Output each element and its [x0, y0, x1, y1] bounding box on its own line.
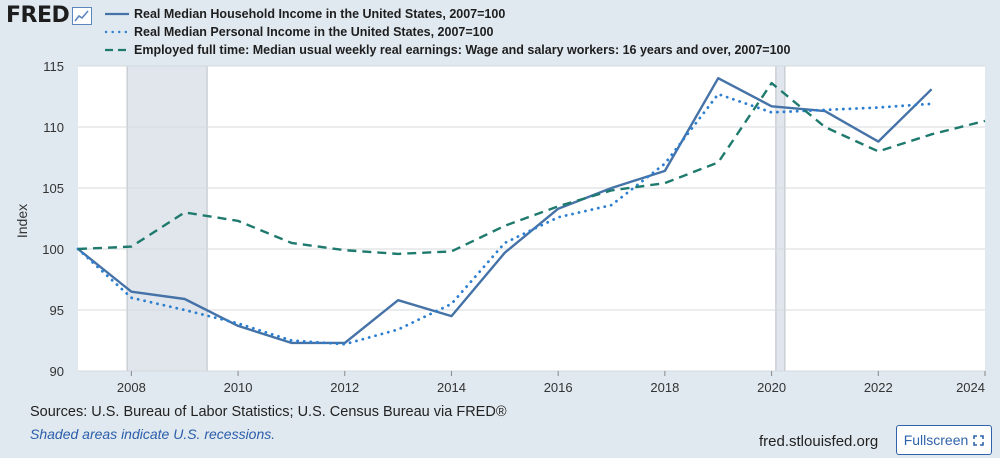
data-point-employed[interactable]	[235, 218, 241, 224]
data-point-personal[interactable]	[395, 327, 401, 333]
recession-note: Shaded areas indicate U.S. recessions.	[30, 426, 276, 442]
y-axis-ticks: 90 95 100 105 110 115	[42, 59, 64, 379]
series-line-personal[interactable]	[76, 92, 933, 346]
data-point-employed[interactable]	[555, 203, 561, 209]
data-point-personal[interactable]	[235, 320, 241, 326]
recession-band-1	[775, 66, 785, 371]
legend-label-employed: Employed full time: Median usual weekly …	[134, 42, 791, 57]
data-point-employed[interactable]	[182, 209, 188, 215]
x-tick-label: 2018	[650, 380, 679, 395]
data-point-personal[interactable]	[715, 91, 721, 97]
y-tick-label: 105	[42, 181, 64, 196]
data-point-personal[interactable]	[662, 161, 668, 167]
data-point-employed[interactable]	[715, 159, 721, 165]
data-point-employed[interactable]	[502, 223, 508, 229]
x-tick-label: 2016	[544, 380, 573, 395]
y-axis-label: Index	[14, 204, 30, 238]
recession-shading	[126, 66, 786, 371]
data-point-personal[interactable]	[182, 307, 188, 313]
data-point-personal[interactable]	[822, 107, 828, 113]
data-point-employed[interactable]	[875, 148, 881, 154]
line-chart-icon	[72, 6, 93, 25]
legend-label-household: Real Median Household Income in the Unit…	[134, 6, 506, 21]
series-lines	[75, 75, 988, 347]
x-tick-label: 2024	[956, 380, 985, 395]
legend-item-personal[interactable]: Real Median Personal Income in the Unite…	[104, 24, 790, 39]
data-point-household[interactable]	[182, 296, 188, 302]
sources-text: Sources: U.S. Bureau of Labor Statistics…	[30, 404, 507, 420]
legend-label-personal: Real Median Personal Income in the Unite…	[134, 24, 494, 39]
recession-band-0	[127, 66, 208, 371]
chart-legend: Real Median Household Income in the Unit…	[104, 6, 790, 60]
data-point-personal[interactable]	[929, 101, 935, 107]
data-point-personal[interactable]	[288, 338, 294, 344]
fullscreen-button[interactable]: Fullscreen	[896, 425, 992, 455]
data-point-employed[interactable]	[609, 187, 615, 193]
series-line-employed[interactable]	[77, 81, 986, 256]
y-tick-label: 115	[43, 59, 64, 74]
data-point-household[interactable]	[448, 313, 454, 319]
x-tick-label: 2022	[864, 380, 893, 395]
data-point-personal[interactable]	[502, 240, 508, 246]
data-point-personal[interactable]	[769, 109, 775, 115]
data-point-employed[interactable]	[75, 246, 81, 252]
data-point-household[interactable]	[769, 103, 775, 109]
data-point-household[interactable]	[715, 75, 721, 81]
data-point-household[interactable]	[395, 297, 401, 303]
data-point-personal[interactable]	[128, 295, 134, 301]
fullscreen-label: Fullscreen	[903, 432, 969, 448]
plot-background	[78, 66, 985, 371]
data-point-personal[interactable]	[555, 214, 561, 220]
data-point-employed[interactable]	[982, 118, 988, 124]
data-point-employed[interactable]	[822, 124, 828, 130]
data-point-household[interactable]	[128, 289, 134, 295]
y-tick-label: 110	[43, 120, 64, 135]
x-tick-label: 2020	[757, 380, 786, 395]
data-point-household[interactable]	[662, 168, 668, 174]
gridlines	[78, 65, 985, 372]
fred-logo[interactable]: FRED	[6, 3, 93, 28]
line-chart: 90 95 100 105 110 115 2008 2010 2012 2014 2016 201…	[14, 59, 988, 395]
fred-url[interactable]: fred.stlouisfed.org	[759, 433, 879, 450]
x-tick-label: 2008	[117, 380, 146, 395]
expand-icon	[973, 434, 985, 446]
data-point-household[interactable]	[875, 139, 881, 145]
data-point-employed[interactable]	[448, 248, 454, 254]
data-point-employed[interactable]	[662, 180, 668, 186]
data-point-household[interactable]	[502, 250, 508, 256]
legend-swatch-dotted	[104, 30, 130, 33]
y-tick-label: 100	[42, 242, 64, 257]
data-point-employed[interactable]	[395, 251, 401, 257]
x-axis-ticks: 2008 2010 2012 2014 2016 2018 2020 2022 2024	[117, 371, 986, 395]
legend-item-household[interactable]: Real Median Household Income in the Unit…	[104, 6, 790, 21]
data-point-personal[interactable]	[342, 341, 348, 347]
data-point-employed[interactable]	[342, 247, 348, 253]
data-point-personal[interactable]	[875, 104, 881, 110]
data-point-personal[interactable]	[448, 301, 454, 307]
data-point-employed[interactable]	[769, 80, 775, 86]
x-tick-label: 2014	[437, 380, 466, 395]
legend-swatch-solid	[105, 12, 129, 15]
series-line-household[interactable]	[77, 76, 933, 345]
data-point-employed[interactable]	[128, 244, 134, 250]
logo-text: FRED	[6, 3, 70, 28]
y-tick-label: 95	[50, 303, 64, 318]
legend-item-employed[interactable]: Employed full time: Median usual weekly …	[104, 42, 790, 57]
data-point-employed[interactable]	[929, 131, 935, 137]
x-tick-label: 2010	[224, 380, 253, 395]
y-tick-label: 90	[50, 364, 64, 379]
data-point-personal[interactable]	[609, 202, 615, 208]
data-point-household[interactable]	[929, 86, 935, 92]
chart-header: FRED Real Median Household Income in the…	[0, 0, 1000, 60]
data-point-employed[interactable]	[288, 240, 294, 246]
legend-swatch-dashed	[105, 48, 129, 51]
x-tick-label: 2012	[330, 380, 359, 395]
